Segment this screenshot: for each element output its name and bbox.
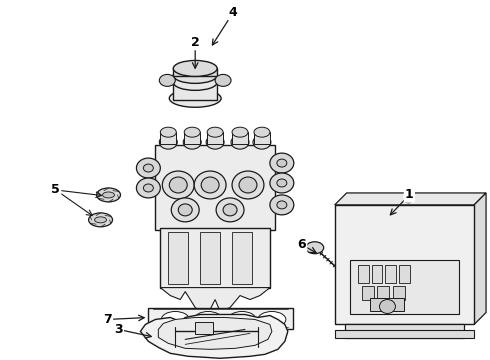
Text: 2: 2: [191, 36, 199, 49]
Bar: [195, 323, 213, 334]
Ellipse shape: [223, 204, 237, 216]
Ellipse shape: [306, 242, 324, 254]
Bar: [377, 285, 390, 300]
Bar: [362, 285, 373, 300]
Bar: [148, 307, 293, 329]
Ellipse shape: [144, 164, 153, 172]
Ellipse shape: [215, 75, 231, 86]
Text: 3: 3: [114, 323, 123, 336]
Bar: [168, 232, 188, 284]
Ellipse shape: [254, 127, 270, 137]
Ellipse shape: [159, 75, 175, 86]
Bar: [160, 132, 176, 144]
Ellipse shape: [102, 192, 115, 198]
Bar: [200, 232, 220, 284]
Bar: [371, 265, 383, 283]
Bar: [399, 265, 410, 283]
Ellipse shape: [201, 177, 219, 193]
Ellipse shape: [228, 311, 256, 328]
Ellipse shape: [89, 213, 113, 227]
Ellipse shape: [184, 127, 200, 137]
Ellipse shape: [206, 135, 224, 149]
Bar: [207, 132, 223, 144]
Text: 1: 1: [405, 188, 414, 202]
Ellipse shape: [178, 204, 192, 216]
Ellipse shape: [231, 135, 249, 149]
Text: 6: 6: [297, 238, 306, 251]
Bar: [173, 68, 217, 76]
Bar: [386, 265, 396, 283]
Ellipse shape: [173, 75, 217, 90]
Ellipse shape: [253, 135, 271, 149]
Bar: [173, 82, 217, 100]
Bar: [344, 324, 464, 338]
Ellipse shape: [173, 60, 217, 76]
Ellipse shape: [277, 179, 287, 187]
Ellipse shape: [232, 171, 264, 199]
Ellipse shape: [239, 177, 257, 193]
Ellipse shape: [277, 159, 287, 167]
Text: 4: 4: [229, 6, 238, 19]
Bar: [369, 298, 404, 311]
Ellipse shape: [270, 173, 294, 193]
Ellipse shape: [161, 311, 189, 328]
Bar: [335, 205, 474, 324]
Polygon shape: [335, 193, 486, 205]
Bar: [349, 260, 459, 315]
Ellipse shape: [258, 311, 286, 328]
Ellipse shape: [162, 171, 194, 199]
Ellipse shape: [207, 127, 223, 137]
Polygon shape: [158, 318, 272, 349]
Ellipse shape: [277, 201, 287, 209]
Bar: [184, 132, 200, 144]
Bar: [358, 265, 368, 283]
Bar: [160, 228, 270, 288]
Text: 7: 7: [103, 313, 112, 326]
Ellipse shape: [216, 198, 244, 222]
Bar: [393, 285, 405, 300]
Ellipse shape: [270, 195, 294, 215]
Ellipse shape: [159, 135, 177, 149]
Ellipse shape: [194, 171, 226, 199]
Polygon shape: [160, 288, 270, 311]
Ellipse shape: [172, 198, 199, 222]
Bar: [254, 132, 270, 144]
Ellipse shape: [136, 178, 160, 198]
Ellipse shape: [379, 300, 395, 314]
Ellipse shape: [270, 153, 294, 173]
Bar: [155, 145, 275, 230]
Ellipse shape: [194, 311, 222, 328]
Ellipse shape: [144, 184, 153, 192]
Bar: [232, 132, 248, 144]
Ellipse shape: [95, 217, 106, 223]
Ellipse shape: [173, 67, 217, 84]
Polygon shape: [474, 193, 486, 324]
Ellipse shape: [136, 158, 160, 178]
Ellipse shape: [232, 127, 248, 137]
Ellipse shape: [169, 177, 187, 193]
Polygon shape: [141, 315, 288, 358]
Bar: [232, 232, 252, 284]
Ellipse shape: [169, 89, 221, 107]
Ellipse shape: [97, 188, 121, 202]
Text: 5: 5: [51, 184, 60, 197]
Ellipse shape: [404, 197, 413, 203]
Ellipse shape: [160, 127, 176, 137]
Bar: [335, 330, 474, 338]
Ellipse shape: [183, 135, 201, 149]
